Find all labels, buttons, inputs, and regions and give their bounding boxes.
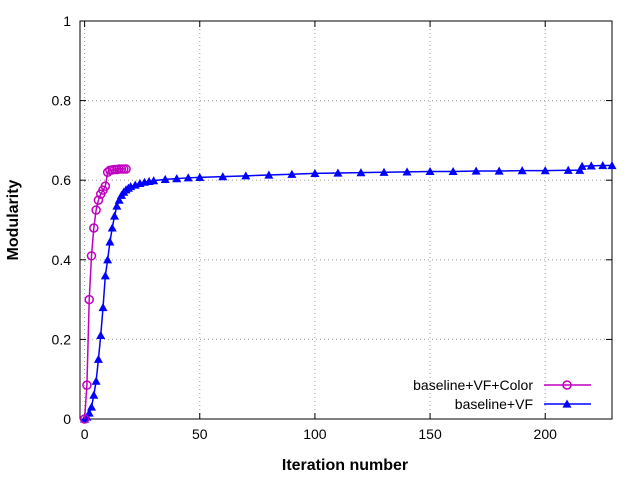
series-baseline-vf [80,160,617,423]
data-point [607,160,617,170]
data-point [98,303,108,312]
data-point [471,166,481,175]
data-point [93,195,104,205]
data-point [241,171,251,180]
data-point [494,166,504,175]
data-point [577,161,587,170]
data-point [448,166,458,176]
y-tick-label: 1 [63,13,71,29]
series-baseline-vf-color [79,164,131,424]
y-tick-label: 0.6 [52,172,72,188]
data-point [563,165,573,174]
data-point [287,169,297,178]
data-point [100,181,111,191]
x-tick-label: 100 [303,426,327,442]
data-point [172,174,182,183]
data-point [107,223,117,232]
data-point [91,376,101,385]
legend-label: baseline+VF [455,396,533,412]
x-axis-title: Iteration number [282,457,408,474]
data-point [356,168,366,177]
data-point [105,237,115,246]
data-point [96,330,106,340]
data-point [195,172,205,182]
y-tick-label: 0 [63,411,71,427]
data-point [79,414,90,424]
data-point [121,164,131,174]
series-layer [79,160,617,424]
axis-ticks: 0 50 100 150 200 0 0.2 0.4 0.6 0.8 1 [52,13,612,442]
y-tick-label: 0.2 [52,331,72,347]
y-axis-title: Modularity [5,179,22,260]
data-point [310,168,320,178]
grid-lines [80,20,612,420]
data-point [89,223,99,233]
data-point [425,166,435,176]
series-line [83,168,127,420]
data-point [84,294,94,305]
data-point [379,167,389,176]
data-point [112,201,122,210]
data-point [87,402,97,411]
data-point [84,408,94,417]
data-point [540,166,550,175]
x-tick-label: 150 [418,426,442,442]
data-point [89,390,99,399]
data-point [114,195,124,204]
data-point [160,174,170,184]
data-point [86,251,97,261]
data-point [598,160,608,170]
data-point [333,168,343,177]
data-point [103,255,113,264]
x-tick-label: 200 [534,426,558,442]
x-tick-label: 50 [192,426,208,442]
data-point [100,271,110,280]
data-point [586,161,596,170]
data-point [110,211,120,220]
data-point [91,205,101,215]
y-tick-label: 0.4 [52,252,72,268]
data-point [264,170,274,179]
data-point [149,176,159,185]
legend-marker [562,380,572,390]
data-point [218,172,228,181]
legend-marker [562,399,572,408]
x-tick-label: 0 [81,426,89,442]
data-point [93,354,103,363]
y-tick-label: 0.8 [52,93,72,109]
data-point [183,173,193,182]
data-point [517,166,527,175]
legend-label: baseline+VF+Color [413,377,533,393]
plot-frame [79,20,613,420]
data-point [82,380,92,390]
legend: baseline+VF+Color baseline+VF [413,377,591,412]
data-point [402,167,412,176]
